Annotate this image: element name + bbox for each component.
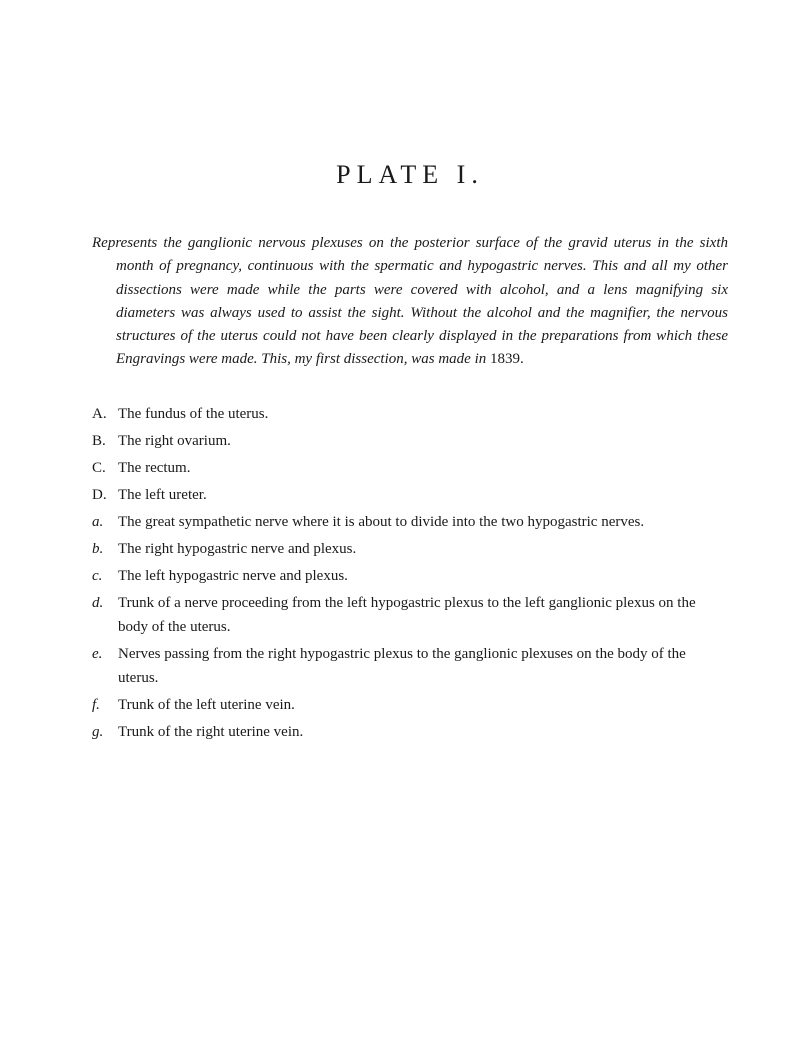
- list-label: e.: [92, 642, 118, 690]
- list-item: D. The left ureter.: [92, 483, 728, 507]
- list-item: C. The rectum.: [92, 456, 728, 480]
- list-text: Nerves passing from the right hypogastri…: [118, 642, 728, 690]
- list-label: g.: [92, 720, 118, 744]
- list-item: f. Trunk of the left uterine vein.: [92, 693, 728, 717]
- list-item: e. Nerves passing from the right hypogas…: [92, 642, 728, 690]
- list-text: The right ovarium.: [118, 429, 728, 453]
- list-item: B. The right ovarium.: [92, 429, 728, 453]
- plate-description: Represents the ganglionic nervous plexus…: [92, 232, 728, 372]
- list-text: Trunk of the left uterine vein.: [118, 693, 728, 717]
- list-item: c. The left hypogastric nerve and plexus…: [92, 564, 728, 588]
- list-label: D.: [92, 483, 118, 507]
- list-label: A.: [92, 402, 118, 426]
- list-label: f.: [92, 693, 118, 717]
- list-text: The right hypogastric nerve and plexus.: [118, 537, 728, 561]
- list-item: d. Trunk of a nerve proceeding from the …: [92, 591, 728, 639]
- upper-list: A. The fundus of the uterus. B. The righ…: [92, 402, 728, 744]
- list-label: c.: [92, 564, 118, 588]
- list-item: a. The great sympathetic nerve where it …: [92, 510, 728, 534]
- plate-title: PLATE I.: [92, 160, 728, 190]
- list-text: The fundus of the uterus.: [118, 402, 728, 426]
- list-item: A. The fundus of the uterus.: [92, 402, 728, 426]
- list-label: b.: [92, 537, 118, 561]
- description-lead: Represents the ganglionic nervous plexus…: [92, 235, 728, 367]
- list-text: The great sympathetic nerve where it is …: [118, 510, 728, 534]
- list-text: The rectum.: [118, 456, 728, 480]
- list-item: b. The right hypogastric nerve and plexu…: [92, 537, 728, 561]
- list-label: a.: [92, 510, 118, 534]
- list-text: Trunk of the right uterine vein.: [118, 720, 728, 744]
- list-item: g. Trunk of the right uterine vein.: [92, 720, 728, 744]
- description-year: 1839.: [490, 351, 524, 367]
- list-text: The left ureter.: [118, 483, 728, 507]
- list-text: The left hypogastric nerve and plexus.: [118, 564, 728, 588]
- list-label: B.: [92, 429, 118, 453]
- list-label: C.: [92, 456, 118, 480]
- list-text: Trunk of a nerve proceeding from the lef…: [118, 591, 728, 639]
- list-label: d.: [92, 591, 118, 639]
